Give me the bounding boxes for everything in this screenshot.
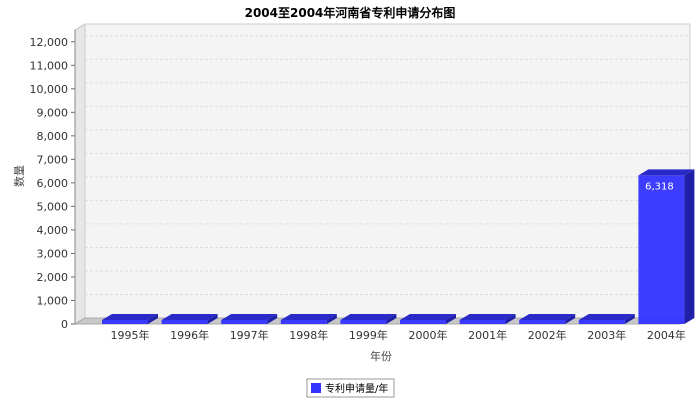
legend-box [306,378,395,398]
x-tick-label: 2000年 [409,328,448,342]
back-wall [84,23,691,319]
bar [161,320,208,324]
bar-side [207,314,218,324]
bars: 6,318 [102,169,695,324]
y-axis-ticks: 0 1,000 2,000 3,000 4,000 5,000 6,000 7,000 8,00… [30,30,76,331]
y-tick-label: 3,000 [37,247,69,260]
bar-top [340,314,397,320]
bar-top [161,314,218,320]
y-tick-label: 7,000 [37,153,69,166]
bar-top [578,314,635,320]
x-tick-label: 2001年 [468,328,507,342]
bar-side [446,314,456,324]
legend-swatch [311,383,321,393]
y-tick-label: 5,000 [37,200,69,213]
gridlines [85,35,690,295]
bar-top [102,314,158,320]
y-tick-label: 9,000 [37,106,69,119]
y-tick-label: 8,000 [37,130,69,143]
y-axis-label: 数量 [13,165,26,187]
bar [280,320,327,324]
bar-side [386,314,397,324]
y-tick-label: 4,000 [37,224,69,237]
bar-side [565,314,576,324]
y-tick-label: 10,000 [30,83,69,96]
bar-side [326,314,337,324]
bar-side [267,314,278,324]
bar-top [459,314,516,320]
legend-label: 专利申请量/年 [325,382,388,395]
x-tick-label: 1998年 [289,328,328,342]
bar-data-label: 6,318 [645,181,674,192]
y-tick-label: 2,000 [37,271,69,284]
chart-title: 2004至2004年河南省专利申请分布图 [245,5,456,20]
bar-side [624,314,635,324]
bar-top [221,314,278,320]
x-tick-label: 1999年 [349,328,388,342]
y-tick-label: 0 [61,318,68,331]
bar-side [148,314,158,324]
y-tick-label: 1,000 [37,294,69,307]
bar-top [638,169,695,176]
bar [400,320,446,324]
bar [459,320,506,324]
x-axis-ticks: 1995年 1996年 1997年 1998年 1999年 2000年 2001年 2002年… [111,328,686,342]
x-tick-label: 2004年 [647,328,686,342]
x-tick-label: 2003年 [587,328,626,342]
plot-background [73,23,692,325]
bar-side [684,169,695,324]
bar [638,175,685,324]
x-tick-label: 2002年 [528,328,567,342]
bar [519,320,566,324]
y-tick-label: 11,000 [30,59,69,72]
bar-side [505,314,516,324]
bar [578,320,625,324]
x-axis-label: 年份 [370,349,392,363]
bar-top [519,314,576,320]
legend: 专利申请量/年 [306,378,395,398]
bar [102,320,148,324]
x-tick-label: 1996年 [170,328,209,342]
x-tick-label: 1995年 [111,328,150,342]
y-tick-label: 6,000 [37,177,69,190]
left-wall [74,23,86,325]
x-tick-label: 1997年 [230,328,269,342]
bar-top [280,314,337,320]
bar [340,320,387,324]
bar [221,320,268,324]
bar-top [400,314,456,320]
y-tick-label: 12,000 [30,36,69,49]
